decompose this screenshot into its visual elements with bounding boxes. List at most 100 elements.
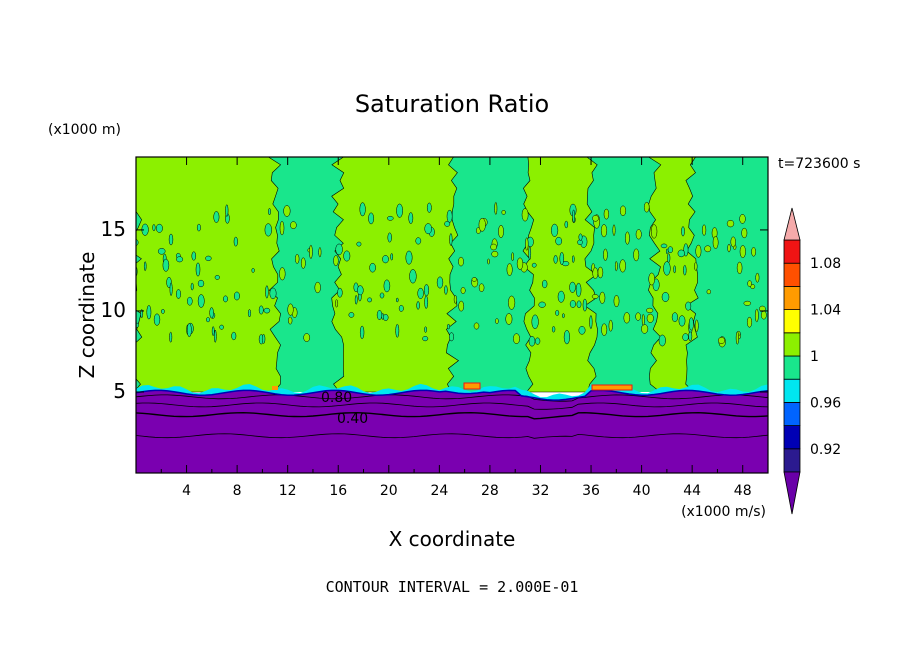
- cloud-speck: [136, 322, 140, 328]
- cloud-speck: [582, 298, 588, 312]
- cloud-speck: [211, 326, 215, 336]
- x-tick-label: 24: [430, 483, 448, 499]
- cloud-speck: [563, 329, 570, 345]
- cloud-speck: [398, 305, 404, 312]
- cloud-speck: [490, 243, 497, 251]
- cloud-speck: [538, 301, 546, 308]
- y-axis-label: Z coordinate: [75, 252, 99, 379]
- cloud-speck: [424, 295, 429, 309]
- cloud-speck: [231, 331, 237, 341]
- cloud-speck: [569, 281, 576, 293]
- cloud-speck: [423, 284, 430, 297]
- cloud-speck: [359, 202, 366, 217]
- cloud-speck: [741, 227, 748, 239]
- colorbar-label: 1.08: [810, 256, 841, 272]
- cloud-speck: [359, 325, 365, 340]
- cloud-speck: [195, 262, 201, 277]
- cloud-speck: [695, 244, 702, 258]
- hot-spot: [463, 382, 481, 390]
- contour-line: [136, 411, 768, 420]
- cloud-speck: [702, 224, 707, 236]
- x-unit-label: (x1000 m/s): [681, 504, 766, 520]
- cloud-speck: [357, 285, 364, 296]
- cloud-speck: [755, 272, 760, 283]
- cloud-speck: [279, 267, 286, 281]
- cloud-speck: [521, 208, 529, 222]
- cloud-speck: [727, 243, 731, 253]
- supersaturation-band: [522, 157, 598, 393]
- cloud-speck: [264, 223, 272, 237]
- cloud-speck: [449, 332, 454, 342]
- cloud-speck: [348, 312, 355, 318]
- x-axis-label: X coordinate: [389, 527, 516, 551]
- cloud-speck: [417, 287, 424, 299]
- cloud-base-contour: [136, 389, 768, 401]
- cloud-speck: [623, 312, 631, 324]
- cloud-speck: [422, 336, 429, 342]
- cloud-speck: [660, 243, 668, 249]
- cloud-speck: [528, 335, 536, 347]
- colorbar-bottom-arrow: [783, 471, 801, 515]
- cloud-speck: [648, 272, 655, 286]
- colorbar-label: 1: [810, 349, 819, 365]
- cloud-speck: [739, 245, 746, 259]
- cloud-speck: [683, 264, 687, 276]
- cloud-speck: [747, 280, 752, 287]
- cloud-speck: [487, 258, 490, 265]
- colorbar-swatch: [783, 332, 801, 357]
- cloud-speck: [597, 266, 604, 279]
- colorbar-label: 0.96: [810, 395, 841, 411]
- colorbar: 1.08 1.04 1 0.96 0.92: [783, 207, 841, 515]
- cloud-speck: [555, 236, 563, 246]
- cloud-speck: [694, 262, 698, 271]
- y-tick-label: 10: [101, 298, 126, 322]
- time-label: t=723600 s: [778, 156, 860, 172]
- supersaturation-band: [136, 157, 282, 393]
- cloud-specks: [136, 201, 767, 348]
- cloud-speck: [162, 258, 170, 272]
- cloud-speck: [356, 241, 362, 247]
- cloud-speck: [449, 233, 453, 246]
- cloud-speck: [376, 310, 383, 320]
- cloud-speck: [369, 262, 376, 273]
- cloud-speck: [542, 279, 548, 289]
- cloud-speck: [335, 299, 339, 308]
- cloud-speck: [551, 326, 556, 333]
- cloud-speck: [197, 279, 205, 288]
- cloud-speck: [424, 326, 427, 333]
- x-tick-label: 28: [481, 483, 499, 499]
- cloud-speck: [196, 223, 201, 232]
- cloud-speck: [473, 322, 480, 330]
- x-tick-label: 48: [734, 483, 752, 499]
- colorbar-swatch: [783, 425, 801, 450]
- cloud-speck: [209, 307, 214, 319]
- cloud-speck: [460, 287, 466, 294]
- cloud-speck: [268, 208, 271, 216]
- cloud-speck: [559, 252, 565, 265]
- hot-spots: [272, 382, 633, 391]
- cloud-speck: [516, 257, 524, 270]
- cloud-speck: [186, 323, 192, 338]
- cloud-speck: [681, 226, 685, 237]
- cloud-speck: [436, 276, 444, 289]
- cloud-speck: [578, 233, 583, 241]
- cloud-speck: [682, 333, 689, 342]
- cloud-speck: [534, 337, 541, 345]
- cloud-speck: [161, 309, 165, 314]
- cloud-speck: [589, 315, 593, 330]
- cloud-speck: [409, 269, 417, 284]
- supersaturation-band: [331, 157, 460, 393]
- cloud-speck: [603, 208, 610, 220]
- contour-line: [136, 433, 768, 439]
- cloud-speck: [261, 334, 266, 344]
- cloud-speck: [735, 331, 739, 345]
- x-tick-label: 40: [633, 483, 651, 499]
- cloud-speck: [233, 236, 238, 247]
- cloud-speck: [650, 224, 658, 239]
- cloud-speck: [513, 333, 520, 345]
- cloud-speck: [759, 305, 766, 312]
- cloud-speck: [641, 313, 645, 326]
- cloud-speck: [382, 314, 389, 321]
- contour-label-0.80: 0.80: [321, 390, 352, 406]
- cloud-speck: [367, 297, 372, 303]
